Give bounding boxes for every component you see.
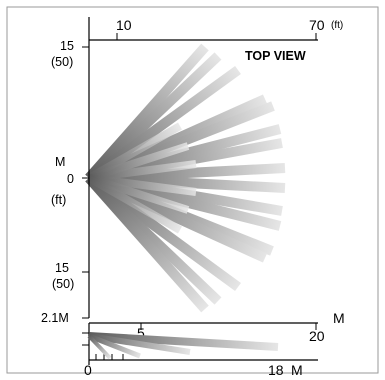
left-axis-label-50-top: (50): [51, 55, 73, 69]
outer-frame: [6, 6, 379, 374]
left-axis-label-15-top: 15: [60, 39, 74, 53]
top-view-title: TOP VIEW: [245, 49, 306, 63]
beam-9: [88, 173, 286, 193]
side-view-unit-m: M: [333, 310, 345, 326]
top-view-beam-fan: [85, 43, 286, 313]
inner-beam-1: [87, 122, 182, 182]
side-beam-1: [88, 332, 279, 351]
side-view-label-zero: 0: [84, 362, 92, 378]
left-axis-label-50-bottom: (50): [52, 277, 74, 291]
left-axis-label-15-bottom: 15: [55, 261, 69, 275]
side-beam-4: [87, 334, 112, 360]
side-view-range-label: 18: [268, 362, 284, 378]
left-axis-unit-m: M: [55, 155, 65, 169]
side-view-beams: [87, 332, 279, 360]
side-view-height-label: 2.1M: [41, 311, 69, 325]
side-beam-2: [88, 333, 191, 355]
side-beam-3: [88, 333, 141, 359]
beam-14: [86, 173, 241, 292]
side-view-range-unit: M: [291, 362, 303, 378]
top-axis-unit-ft: (ft): [331, 20, 343, 31]
side-view-label-20: 20: [309, 328, 325, 344]
inner-beam-4: [88, 174, 197, 196]
beam-2: [85, 52, 222, 182]
inner-beam-3: [88, 160, 197, 182]
side-view-label-5: 5: [137, 325, 145, 341]
left-axis-unit-ft: (ft): [51, 193, 66, 207]
beam-16: [85, 174, 209, 313]
top-axis-label-70: 70: [309, 17, 325, 33]
side-view-bottom-ticks: [95, 354, 124, 360]
top-axis-label-10: 10: [116, 17, 132, 33]
inner-beam-6: [87, 174, 182, 234]
left-axis-label-zero: 0: [67, 172, 74, 186]
inner-beam-5: [87, 174, 190, 214]
